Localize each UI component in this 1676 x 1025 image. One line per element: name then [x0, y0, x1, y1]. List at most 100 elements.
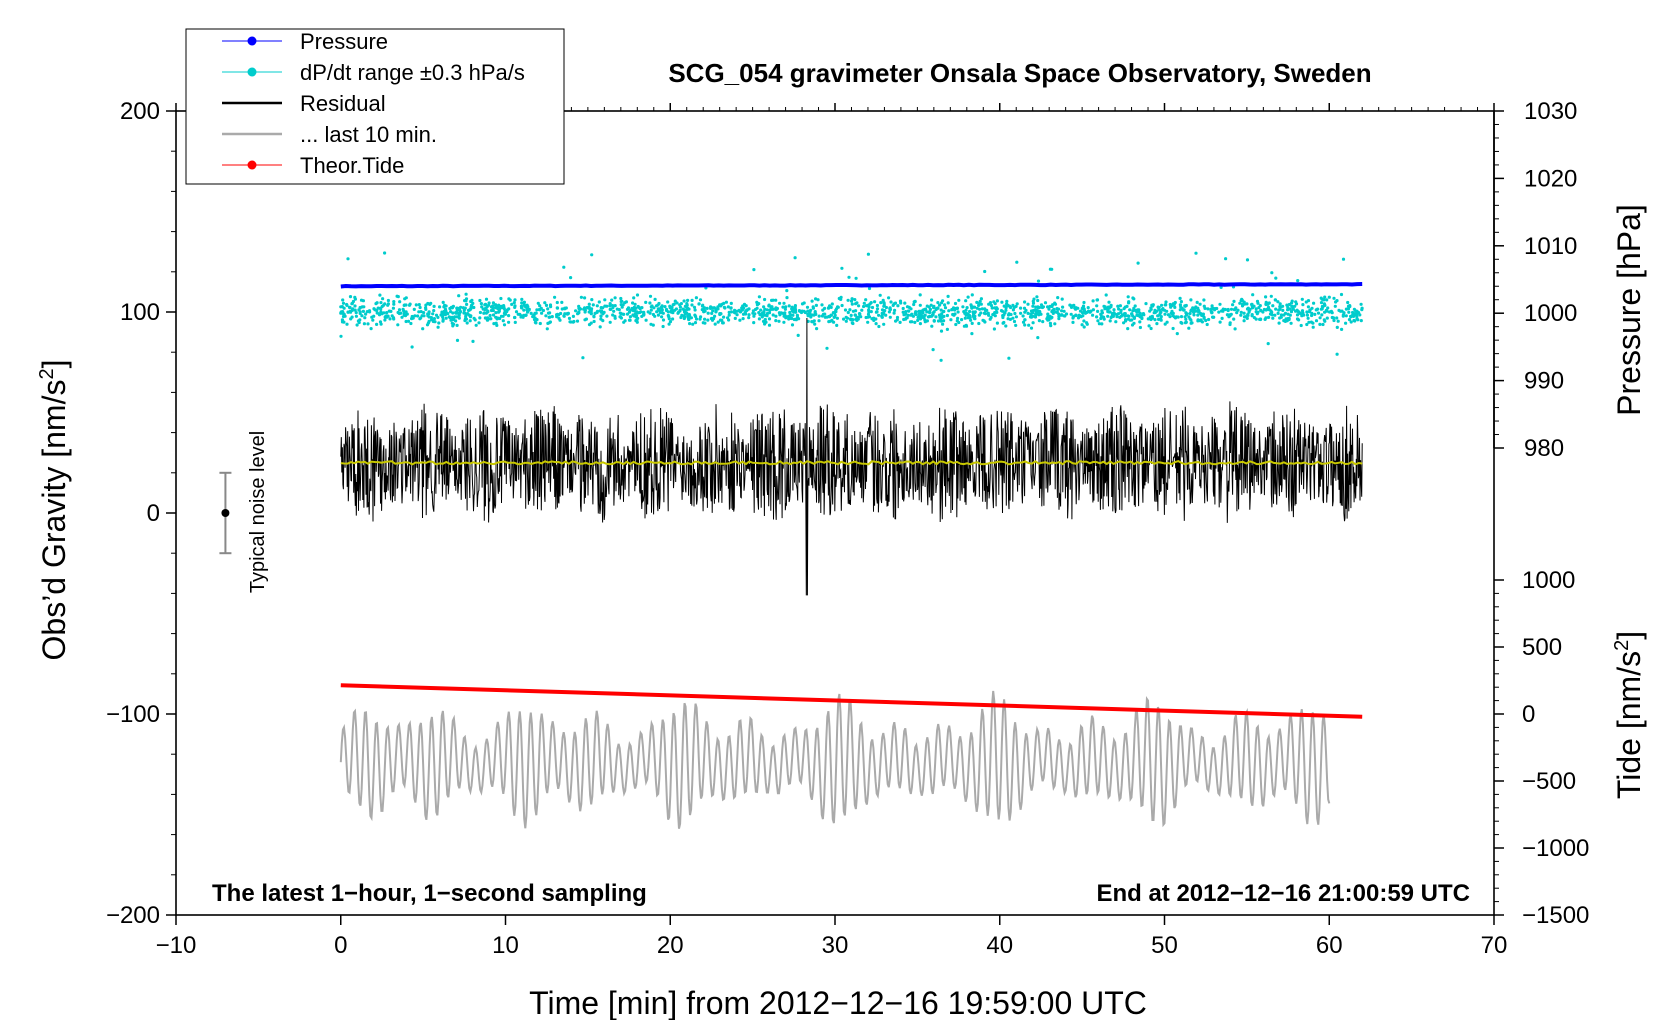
y-tick-label: 0 [147, 500, 160, 527]
pressure-rate-dot [875, 303, 880, 308]
pressure-rate-dot [587, 302, 591, 306]
pressure-rate-dot [719, 304, 723, 308]
pressure-rate-dot [970, 332, 974, 336]
pressure-rate-dot [784, 315, 789, 319]
pressure-rate-dot [834, 310, 838, 314]
pressure-rate-dot [982, 311, 987, 315]
pressure-rate-dot [648, 294, 653, 298]
pressure-rate-dot [354, 311, 358, 315]
pressure-rate-dot [464, 314, 468, 318]
pressure-rate-dot [1276, 300, 1280, 304]
pressure-rate-dot [1060, 297, 1064, 301]
pressure-rate-dot [1262, 307, 1266, 312]
pressure-rate-dot [732, 310, 736, 314]
pressure-rate-dot [1153, 308, 1157, 312]
pressure-rate-dot [1048, 304, 1052, 308]
pressure-rate-dot [774, 314, 778, 318]
pressure-rate-dot [1180, 306, 1184, 310]
pressure-rate-dot [831, 311, 836, 315]
pressure-rate-dot [657, 301, 661, 306]
pressure-rate-dot [619, 303, 623, 307]
pressure-rate-dot [711, 309, 715, 313]
pressure-rate-dot [1282, 319, 1286, 323]
pressure-rate-dot [673, 299, 677, 303]
pressure-rate-dot [1029, 312, 1033, 316]
pressure-rate-dot [546, 311, 551, 315]
pressure-rate-dot [1004, 308, 1008, 312]
pressure-rate-dot [593, 311, 597, 315]
pressure-rate-dot [1015, 302, 1019, 306]
pressure-rate-dot [534, 321, 538, 325]
pressure-rate-dot [1289, 321, 1293, 325]
pressure-rate-dot [628, 315, 633, 319]
pressure-rate-dot [613, 304, 617, 308]
pressure-rate-dot [1206, 307, 1210, 311]
pressure-rate-dot [351, 299, 355, 304]
pressure-rate-dot [574, 309, 578, 313]
pressure-rate-dot [404, 303, 408, 307]
pressure-rate-dot [992, 327, 997, 331]
pressure-rate-dot [1071, 320, 1075, 324]
pressure-rate-dot [690, 303, 694, 307]
pressure-rate-dot [608, 304, 612, 308]
pressure-rate-dot [654, 304, 659, 308]
pressure-rate-dot [946, 294, 950, 298]
pressure-rate-dot [1290, 304, 1294, 308]
pressure-rate-dot [774, 319, 778, 323]
pressure-rate-dot [1149, 307, 1153, 311]
pressure-rate-dot [882, 301, 886, 305]
pressure-rate-dot [465, 321, 469, 325]
pressure-rate-dot [823, 315, 827, 319]
pressure-rate-dot [788, 316, 792, 320]
pressure-rate-dot [790, 323, 795, 327]
pressure-rate-dot [1134, 309, 1138, 313]
pressure-rate-dot [375, 322, 379, 326]
pressure-rate-dot [651, 312, 656, 317]
pressure-rate-dot [1076, 306, 1080, 310]
pressure-rate-dot [963, 316, 967, 320]
pressure-rate-dot [636, 304, 640, 309]
pressure-rate-dot [1111, 314, 1115, 318]
pressure-rate-dot [722, 301, 726, 305]
pressure-rate-dot [1215, 306, 1219, 311]
pressure-rate-dot [896, 304, 900, 308]
pressure-rate-dot [925, 304, 929, 308]
pressure-rate-dot [778, 301, 782, 305]
pressure-rate-dot [578, 307, 582, 311]
pressure-rate-dot [1288, 307, 1292, 311]
pressure-rate-dot [1202, 298, 1206, 302]
pressure-rate-dot [1085, 310, 1089, 314]
pressure-rate-dot [375, 311, 379, 315]
pressure-rate-dot [421, 327, 425, 331]
pressure-rate-dot [660, 315, 664, 319]
pressure-rate-dot [1126, 314, 1130, 318]
pressure-rate-dot [396, 310, 400, 315]
pressure-rate-dot [864, 315, 868, 320]
pressure-rate-dot [1031, 304, 1035, 308]
pressure-rate-dot [1036, 298, 1040, 303]
pressure-rate-dot [947, 309, 951, 313]
pressure-rate-dot [372, 314, 376, 318]
pressure-rate-dot [464, 317, 468, 321]
noise-level-bar [219, 471, 232, 555]
pressure-rate-dot [1157, 317, 1161, 321]
pressure-rate-dot [1332, 296, 1336, 300]
pressure-rate-dot [648, 311, 652, 315]
pressure-rate-dot [520, 297, 524, 301]
pressure-rate-dot [1005, 299, 1009, 303]
pressure-rate-dot [379, 306, 383, 310]
pressure-rate-dot [1027, 323, 1031, 327]
pressure-rate-dot [1096, 309, 1100, 313]
pressure-rate-dot [866, 252, 871, 256]
pressure-rate-dot [1307, 320, 1311, 324]
pressure-rate-dot [600, 309, 604, 313]
pressure-rate-dot [877, 313, 881, 317]
pressure-rate-dot [386, 298, 390, 303]
x-axis: −10 0 10 20 30 40 50 60 70 [156, 103, 1507, 959]
pressure-rate-dot [428, 302, 432, 306]
pressure-rate-dot [1194, 251, 1198, 255]
pressure-rate-dot [619, 312, 624, 316]
pressure-rate-dot [851, 321, 855, 326]
pressure-rate-dot [1080, 306, 1084, 310]
pressure-rate-dot [782, 301, 786, 305]
